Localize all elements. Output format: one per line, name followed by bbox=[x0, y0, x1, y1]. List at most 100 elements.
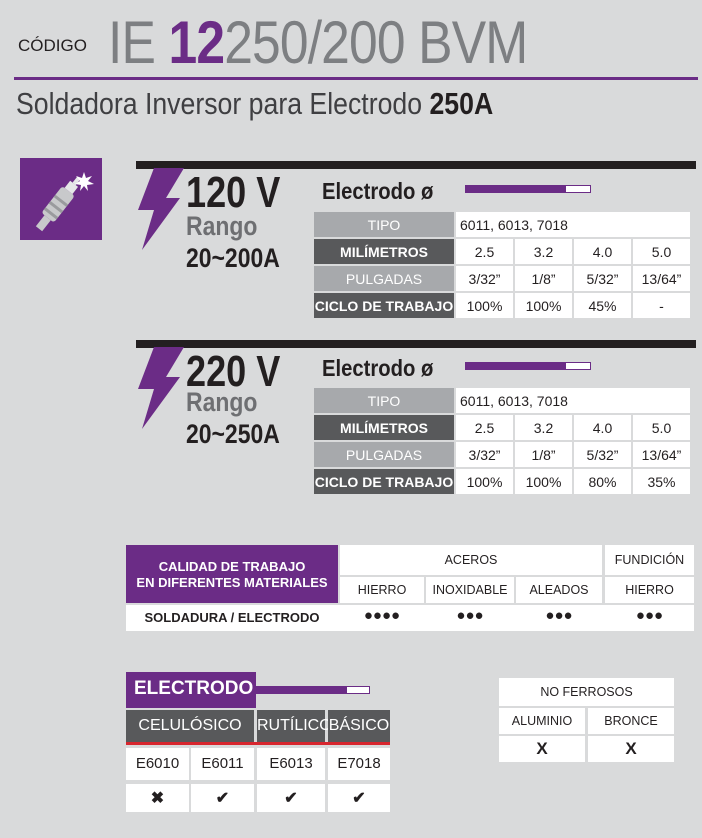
table-cell: 2.5 bbox=[456, 415, 513, 440]
column-header: HIERRO bbox=[340, 577, 424, 603]
table-cell: 1/8” bbox=[515, 266, 572, 291]
electrode-code: E6013 bbox=[257, 748, 325, 780]
tipo-label: TIPO bbox=[314, 388, 454, 413]
cross-icon: ✖ bbox=[126, 784, 189, 812]
electrodo-title-220: Electrodo ø bbox=[322, 355, 434, 381]
table-cell: 13/64” bbox=[633, 442, 690, 467]
column-header: ALUMINIO bbox=[499, 708, 585, 734]
fundicion-header: FUNDICIÓN bbox=[605, 545, 694, 575]
table-cell: 4.0 bbox=[574, 239, 631, 264]
column-header: ALEADOS bbox=[516, 577, 602, 603]
table-cell: 100% bbox=[456, 293, 513, 318]
check-icon: ✔ bbox=[257, 784, 325, 812]
type-rutilico: RUTÍLICO bbox=[257, 710, 332, 742]
red-divider bbox=[126, 742, 390, 745]
table-cell: 5.0 bbox=[633, 239, 690, 264]
calidad-label-line2: EN DIFERENTES MATERIALES bbox=[136, 575, 328, 590]
table-cell: 5/32” bbox=[574, 442, 631, 467]
table-cell: 3.2 bbox=[515, 239, 572, 264]
range-120: 20~200A bbox=[186, 243, 280, 273]
electrode-diameter-bar-tip bbox=[565, 362, 591, 370]
range-220: 20~250A bbox=[186, 419, 280, 449]
column-header: BRONCE bbox=[588, 708, 674, 734]
electrode-diameter-bar bbox=[465, 185, 565, 193]
pulgadas-label: PULGADAS bbox=[314, 442, 454, 467]
electrode-bar-tip bbox=[346, 686, 370, 694]
table-row: CICLO DE TRABAJO 100% 100% 80% 35% bbox=[314, 469, 690, 494]
table-row: PULGADAS 3/32” 1/8” 5/32” 13/64” bbox=[314, 266, 690, 291]
header-divider bbox=[14, 77, 698, 80]
table-cell: 2.5 bbox=[456, 239, 513, 264]
calidad-label-line1: CALIDAD DE TRABAJO bbox=[158, 559, 306, 574]
section-divider-220v bbox=[136, 340, 696, 348]
spec-table-220: TIPO 6011, 6013, 7018 MILÍMETROS 2.5 3.2… bbox=[312, 386, 692, 496]
ciclo-label: CICLO DE TRABAJO bbox=[314, 293, 454, 318]
table-cell: 45% bbox=[574, 293, 631, 318]
table-cell: 3.2 bbox=[515, 415, 572, 440]
table-cell: 13/64” bbox=[633, 266, 690, 291]
welding-torch-icon bbox=[20, 158, 102, 240]
electrode-diameter-bar bbox=[465, 362, 565, 370]
table-cell: - bbox=[633, 293, 690, 318]
x-mark: X bbox=[499, 736, 585, 762]
table-cell: 100% bbox=[456, 469, 513, 494]
voltage-220: 220 V bbox=[186, 347, 281, 396]
no-ferrosos-header: NO FERROSOS bbox=[499, 678, 674, 706]
type-basico: BÁSICO bbox=[328, 710, 390, 742]
rango-label-220: Rango bbox=[186, 387, 258, 417]
calidad-row bbox=[126, 605, 694, 631]
table-cell: 4.0 bbox=[574, 415, 631, 440]
electrode-bar bbox=[256, 686, 346, 694]
column-header: INOXIDABLE bbox=[426, 577, 514, 603]
electrodo-box-title: ELECTRODO bbox=[126, 672, 256, 708]
check-icon: ✔ bbox=[328, 784, 390, 812]
table-cell: 1/8” bbox=[515, 442, 572, 467]
electrode-code: E7018 bbox=[328, 748, 390, 780]
table-cell: 5.0 bbox=[633, 415, 690, 440]
column-header: HIERRO bbox=[605, 577, 694, 603]
page-subtitle: Soldadora Inversor para Electrodo 250A bbox=[16, 86, 493, 122]
electrodo-title-120: Electrodo ø bbox=[322, 178, 434, 204]
pulgadas-label: PULGADAS bbox=[314, 266, 454, 291]
table-row: TIPO 6011, 6013, 7018 bbox=[314, 212, 690, 237]
tipo-value: 6011, 6013, 7018 bbox=[456, 388, 690, 413]
x-mark: X bbox=[588, 736, 674, 762]
table-cell: 3/32” bbox=[456, 442, 513, 467]
table-cell: 35% bbox=[633, 469, 690, 494]
check-icon: ✔ bbox=[191, 784, 254, 812]
electrode-code: E6011 bbox=[191, 748, 254, 780]
calidad-label: CALIDAD DE TRABAJO EN DIFERENTES MATERIA… bbox=[126, 545, 338, 603]
codigo-label: CÓDIGO bbox=[18, 36, 87, 55]
model-number: 12 bbox=[168, 9, 226, 76]
table-cell: 100% bbox=[515, 469, 572, 494]
table-row: CICLO DE TRABAJO 100% 100% 45% - bbox=[314, 293, 690, 318]
model-prefix: IE bbox=[108, 9, 169, 76]
ciclo-label: CICLO DE TRABAJO bbox=[314, 469, 454, 494]
lightning-bolt-icon bbox=[134, 168, 190, 250]
aceros-header: ACEROS bbox=[340, 545, 602, 575]
rating-dots: ●●● bbox=[635, 607, 664, 624]
rating-dots: ●●● bbox=[456, 607, 484, 624]
electrode-code: E6010 bbox=[126, 748, 189, 780]
section-divider-120v bbox=[136, 161, 696, 169]
milimetros-label: MILÍMETROS bbox=[314, 239, 454, 264]
model-code: IE 12250/200 BVM bbox=[108, 8, 528, 77]
spec-table-120: TIPO 6011, 6013, 7018 MILÍMETROS 2.5 3.2… bbox=[312, 210, 692, 320]
lightning-bolt-icon bbox=[134, 347, 190, 429]
model-suffix: 250/200 BVM bbox=[224, 9, 528, 76]
subtitle-bold: 250A bbox=[429, 86, 494, 121]
tipo-value: 6011, 6013, 7018 bbox=[456, 212, 690, 237]
table-cell: 3/32” bbox=[456, 266, 513, 291]
rango-label-120: Rango bbox=[186, 211, 258, 241]
table-cell: 5/32” bbox=[574, 266, 631, 291]
voltage-120: 120 V bbox=[186, 168, 281, 217]
milimetros-label: MILÍMETROS bbox=[314, 415, 454, 440]
table-row: MILÍMETROS 2.5 3.2 4.0 5.0 bbox=[314, 415, 690, 440]
table-cell: 100% bbox=[515, 293, 572, 318]
electrode-diameter-bar-tip bbox=[565, 185, 591, 193]
rating-dots: ●●●● bbox=[363, 607, 401, 624]
rating-dots: ●●● bbox=[545, 607, 573, 624]
soldadura-electrodo-label: SOLDADURA / ELECTRODO bbox=[144, 610, 320, 625]
type-celulosico: CELULÓSICO bbox=[126, 710, 254, 742]
subtitle-text: Soldadora Inversor para Electrodo bbox=[16, 86, 430, 121]
